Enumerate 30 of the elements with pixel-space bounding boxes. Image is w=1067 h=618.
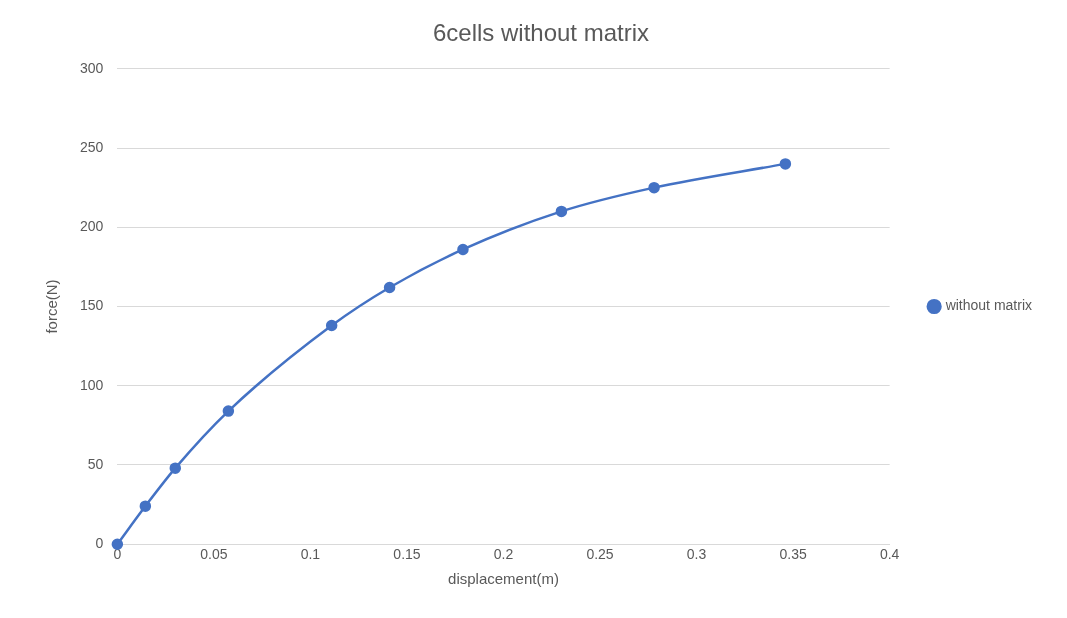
x-tick-label: 0.2	[493, 546, 514, 563]
y-tick-label: 100	[80, 376, 104, 393]
chart-title: 6cells without matrix	[432, 19, 650, 47]
point	[111, 538, 124, 550]
point	[222, 405, 235, 417]
x-tick-label: 0	[113, 546, 122, 563]
x-tick-label: 0.05	[200, 546, 228, 563]
y-tick-label: 50	[87, 455, 104, 472]
point	[648, 181, 660, 194]
x-axis-title: displacement(m)	[448, 570, 559, 588]
x-tick-label: 0.15	[393, 546, 421, 563]
y-tick-label: 250	[80, 138, 104, 155]
y-tick-label: 0	[95, 535, 104, 552]
x-tick-label: 0.3	[686, 546, 707, 563]
y-axis-title: force(N)	[43, 279, 61, 334]
point	[779, 158, 792, 170]
legend-label: without matrix	[944, 297, 1032, 314]
x-tick-label: 0.1	[300, 546, 321, 563]
point	[169, 462, 182, 474]
x-tick-label: 0.35	[779, 546, 807, 563]
y-tick-label: 200	[80, 218, 104, 235]
point	[555, 205, 568, 218]
x-tick-label: 0.25	[586, 546, 614, 563]
point	[139, 500, 152, 512]
y-tick-label: 300	[80, 59, 104, 76]
point	[383, 281, 396, 294]
y-tick-label: 150	[80, 297, 104, 314]
point	[457, 243, 469, 256]
x-tick-label: 0.4	[879, 546, 900, 563]
point	[325, 319, 338, 332]
